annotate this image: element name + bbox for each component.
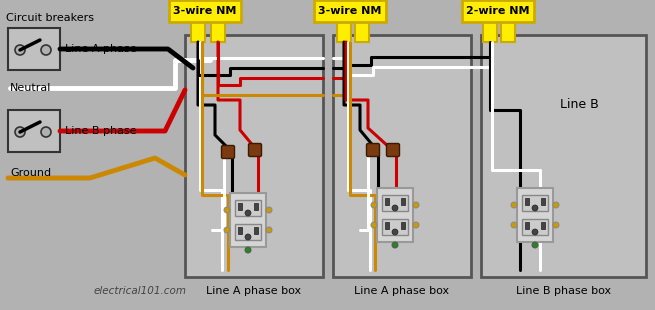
Bar [525,198,529,205]
Bar [501,21,515,42]
Circle shape [224,227,230,233]
Text: Circuit breakers: Circuit breakers [6,13,94,23]
Bar [385,222,389,229]
Bar [333,35,471,277]
Circle shape [245,210,251,216]
Bar [254,203,258,210]
Bar [238,203,242,210]
Bar [401,222,405,229]
Text: Line B phase box: Line B phase box [516,286,611,296]
Text: Neutral: Neutral [10,83,51,93]
Text: 3-wire NM: 3-wire NM [318,6,382,16]
Bar [355,21,369,42]
Bar [385,198,389,205]
Bar [377,188,413,242]
Circle shape [532,242,538,248]
Text: Line B phase: Line B phase [65,126,137,136]
Bar [169,0,241,22]
Bar [8,110,60,152]
Circle shape [553,202,559,208]
Circle shape [41,45,51,55]
Circle shape [15,45,25,55]
Bar [337,21,351,42]
Circle shape [224,207,230,213]
Bar [541,222,545,229]
Bar [541,198,545,205]
Bar [517,188,553,242]
Circle shape [266,207,272,213]
Circle shape [553,222,559,228]
Text: Line A phase: Line A phase [65,44,137,54]
Text: Line A phase box: Line A phase box [354,286,449,296]
Bar [238,227,242,234]
Bar [8,28,60,70]
Bar [211,21,225,42]
Bar [235,200,261,216]
Bar [522,219,548,235]
FancyBboxPatch shape [367,144,379,157]
Circle shape [511,202,517,208]
Text: electrical101.com: electrical101.com [94,286,187,296]
Circle shape [245,247,251,253]
Circle shape [413,222,419,228]
Bar [525,222,529,229]
Bar [382,219,408,235]
Text: 3-wire NM: 3-wire NM [174,6,236,16]
Circle shape [371,202,377,208]
Circle shape [532,229,538,235]
Bar [254,227,258,234]
Bar [481,35,646,277]
Circle shape [245,234,251,240]
Circle shape [371,222,377,228]
Bar [230,193,266,247]
Text: Line A phase box: Line A phase box [206,286,301,296]
FancyBboxPatch shape [248,144,261,157]
Text: Ground: Ground [10,168,51,178]
Circle shape [266,227,272,233]
Circle shape [15,127,25,137]
FancyBboxPatch shape [386,144,400,157]
Text: 2-wire NM: 2-wire NM [466,6,530,16]
Circle shape [41,127,51,137]
Circle shape [511,222,517,228]
Bar [382,195,408,211]
Bar [185,35,323,277]
Bar [235,224,261,240]
Circle shape [413,202,419,208]
Circle shape [392,242,398,248]
Text: Line B: Line B [560,99,599,112]
Bar [314,0,386,22]
Circle shape [392,205,398,211]
Bar [462,0,534,22]
Circle shape [392,229,398,235]
Bar [522,195,548,211]
Circle shape [532,205,538,211]
Bar [483,21,497,42]
Bar [401,198,405,205]
Bar [191,21,205,42]
FancyBboxPatch shape [221,145,234,158]
